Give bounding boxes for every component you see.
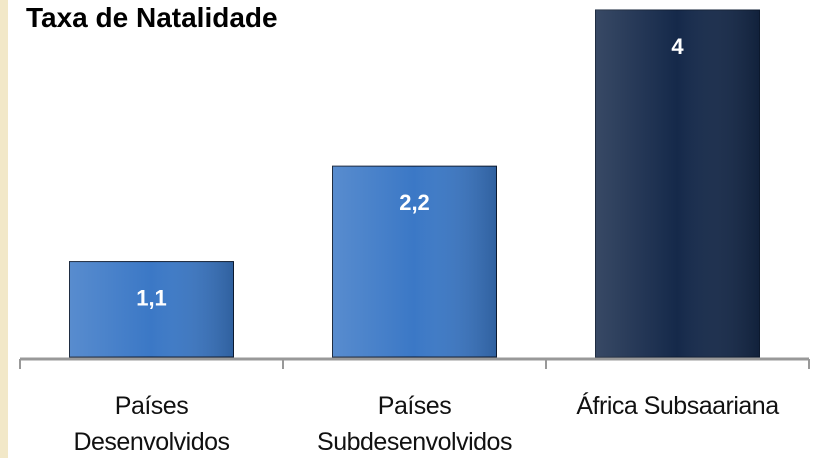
bar-shade bbox=[332, 166, 497, 357]
x-tick-label: Países Desenvolvidos bbox=[73, 392, 230, 456]
bar-shade bbox=[595, 10, 760, 357]
value-label: 4 bbox=[671, 34, 684, 59]
value-label: 2,2 bbox=[399, 190, 430, 215]
chart-title: Taxa de Natalidade bbox=[26, 2, 278, 33]
x-tick-label: Países Subdesenvolvidos bbox=[317, 392, 512, 456]
value-label: 1,1 bbox=[136, 286, 167, 311]
x-tick-label: África Subsaariana bbox=[576, 392, 779, 420]
bar-shade bbox=[69, 261, 234, 357]
edge-strip bbox=[0, 0, 8, 458]
